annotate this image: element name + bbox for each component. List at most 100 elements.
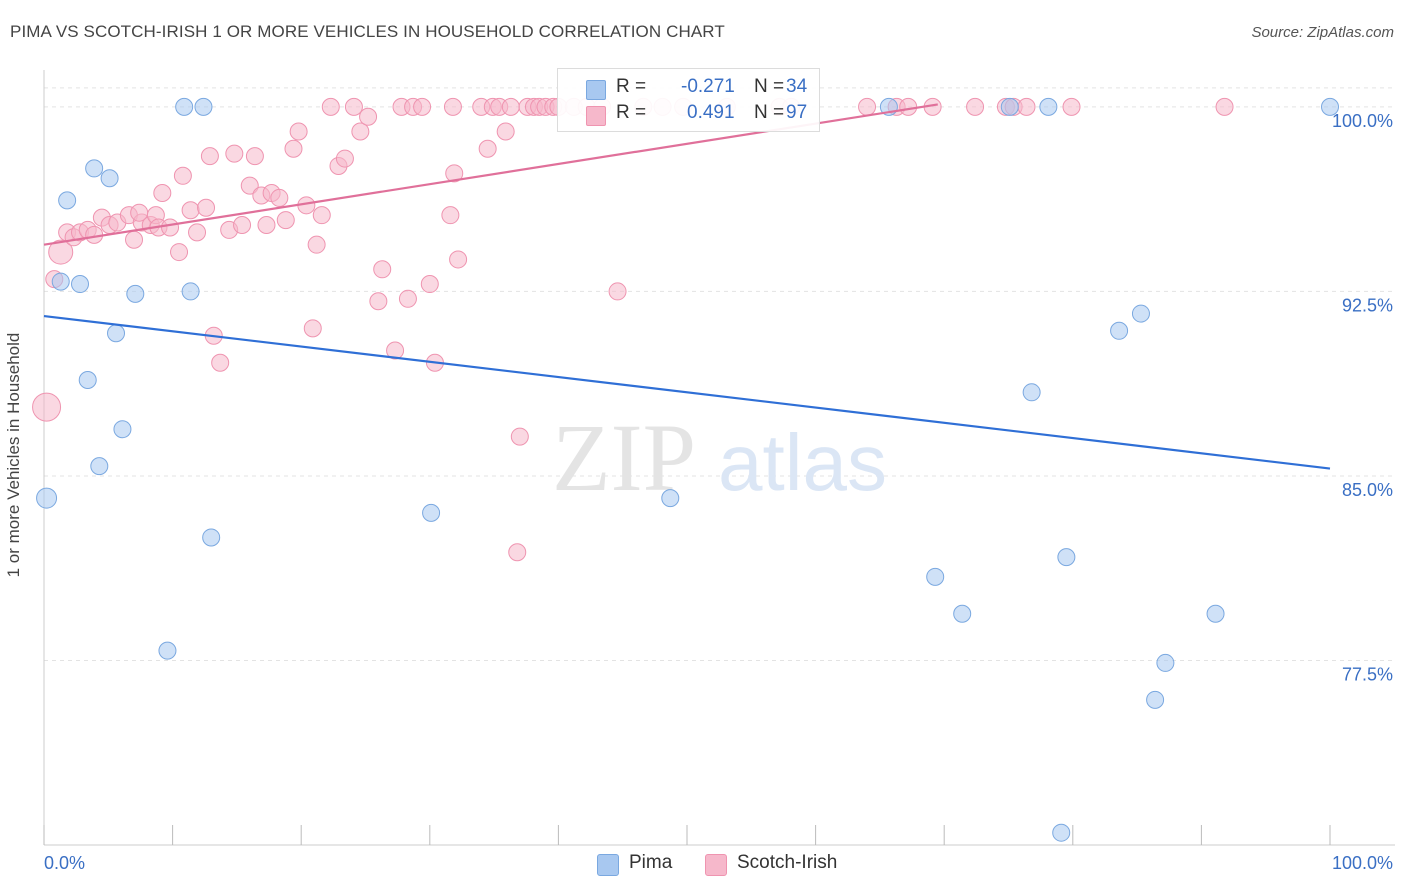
- scotch-irish-legend-label: Scotch-Irish: [737, 852, 838, 873]
- scotch-irish-point: [153, 184, 172, 203]
- n-label: N =: [754, 76, 785, 97]
- pima-points: [36, 97, 1339, 842]
- scotch-irish-point: [211, 353, 230, 372]
- scotch-irish-point: [608, 282, 627, 301]
- pima-point: [181, 282, 200, 301]
- scotch-irish-point: [233, 216, 252, 234]
- pima-point: [107, 324, 126, 343]
- scotch-irish-point: [441, 206, 460, 225]
- pima-point: [113, 420, 132, 439]
- r-label: R =: [616, 76, 647, 97]
- scotch-irish-point: [443, 97, 462, 116]
- pima-point: [1057, 548, 1076, 567]
- watermark-atlas: atlas: [718, 418, 887, 507]
- scotch-irish-point: [303, 319, 322, 338]
- scotch-irish-point: [359, 107, 378, 126]
- pima-point: [926, 567, 945, 586]
- pima-point: [158, 641, 177, 660]
- pima-point: [126, 284, 145, 303]
- axes: [43, 70, 1395, 846]
- scotch-irish-point: [420, 275, 439, 294]
- scotch-irish-point: [501, 97, 520, 116]
- scotch-irish-point: [445, 164, 464, 183]
- scotch-irish-point: [386, 341, 405, 360]
- pima-point: [58, 191, 77, 210]
- source-label: Source: ZipAtlas.com: [1251, 24, 1394, 41]
- pima-legend-label: Pima: [629, 852, 673, 873]
- scotch-irish-point: [270, 188, 289, 207]
- scotch-irish-point: [312, 206, 331, 225]
- scotch-irish-point: [240, 176, 259, 195]
- pima-point: [1146, 690, 1165, 709]
- scotch-irish-point: [1062, 97, 1081, 116]
- pima-point: [194, 97, 213, 116]
- pima-point: [36, 487, 58, 509]
- watermark: ZIP atlas: [552, 404, 887, 511]
- scotch-irish-point: [289, 122, 308, 141]
- scotch-irish-point: [125, 230, 144, 249]
- y-tick-label: 100.0%: [1332, 111, 1393, 131]
- scotch-irish-point: [510, 427, 529, 446]
- pima-point: [100, 169, 119, 188]
- pima-point: [78, 371, 97, 389]
- pima-point: [202, 528, 221, 547]
- scotch-irish-point: [398, 289, 417, 308]
- scotch-irish-point: [188, 223, 207, 242]
- scotch-irish-point: [225, 144, 244, 163]
- scotch-irish-point: [284, 139, 303, 158]
- pima-point: [1321, 97, 1339, 116]
- scotch-irish-point: [161, 218, 180, 237]
- y-tick-label: 85.0%: [1342, 480, 1393, 500]
- pima-point: [175, 97, 194, 116]
- scotch-irish-point: [966, 97, 985, 116]
- scotch-irish-point: [369, 292, 388, 311]
- correlation-legend: R = -0.271 N = 34 R = 0.491 N = 97: [557, 68, 820, 132]
- pima-swatch: [586, 80, 606, 100]
- pima-point: [1000, 97, 1019, 116]
- n-value: 34: [786, 76, 808, 97]
- scotch-irish-point: [276, 211, 295, 230]
- r-value: 0.491: [687, 102, 735, 123]
- pima-trend-line: [43, 314, 1331, 470]
- scotch-irish-point: [245, 147, 264, 166]
- scotch-irish-point: [197, 198, 216, 217]
- tick-labels: 77.5% 85.0% 92.5% 100.0% 0.0% 100.0%: [44, 111, 1393, 873]
- scotch-irish-point: [170, 243, 189, 262]
- pima-point: [1131, 304, 1150, 323]
- scotch-irish-point: [478, 139, 497, 158]
- pima-point: [85, 159, 104, 178]
- scotch-irish-point: [181, 201, 200, 220]
- n-value: 97: [786, 102, 808, 123]
- y-tick-label: 77.5%: [1342, 664, 1393, 684]
- scotch-irish-point: [1215, 97, 1234, 116]
- pima-point: [1110, 321, 1129, 340]
- scotch-irish-point: [508, 543, 527, 562]
- pima-point: [1052, 823, 1071, 842]
- n-label: N =: [754, 102, 785, 123]
- chart-title: PIMA VS SCOTCH-IRISH 1 OR MORE VEHICLES …: [10, 22, 725, 41]
- x-tick-label-max: 100.0%: [1332, 853, 1393, 873]
- scotch-irish-point: [899, 97, 918, 116]
- scotch-irish-point: [1017, 97, 1036, 116]
- scotch-irish-point: [321, 97, 340, 116]
- scotch-irish-point: [48, 239, 74, 265]
- scotch-irish-point: [32, 392, 62, 422]
- r-value: -0.271: [681, 76, 735, 97]
- scotch-irish-point: [173, 166, 192, 185]
- pima-point: [1022, 383, 1041, 402]
- scotch-irish-point: [858, 97, 877, 116]
- pima-point: [1156, 653, 1175, 672]
- scotch-irish-point: [449, 250, 468, 269]
- scotch-irish-point: [257, 216, 276, 234]
- scotch-irish-legend-swatch: [705, 854, 727, 876]
- scotch-irish-swatch: [586, 106, 606, 126]
- pima-point: [71, 275, 90, 294]
- scotch-irish-point: [307, 235, 326, 254]
- pima-point: [1039, 97, 1058, 116]
- grid-lines: [44, 87, 1395, 661]
- pima-point: [1206, 604, 1225, 623]
- scotch-irish-point: [413, 97, 432, 116]
- r-label: R =: [616, 102, 647, 123]
- pima-point: [661, 489, 680, 508]
